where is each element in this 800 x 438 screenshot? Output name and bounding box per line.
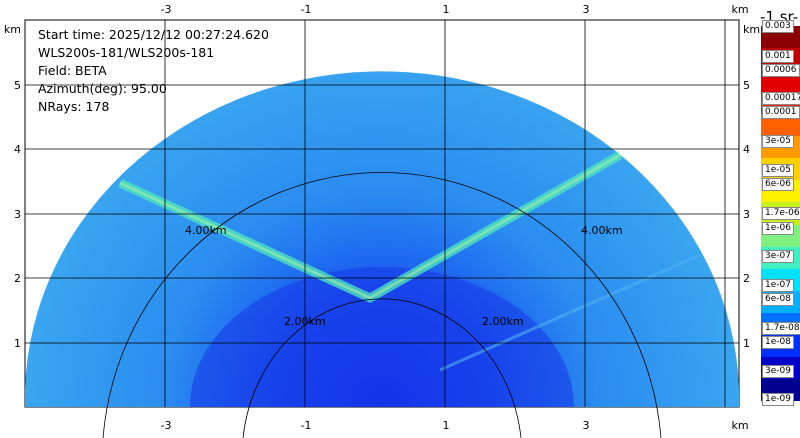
ring-label-4km-right: 4.00km — [581, 224, 623, 237]
colorbar: 0.003 0.001 0.0006 0.00017 0.0001 3e-05 1e-05 6… — [761, 20, 800, 406]
y-tick-right: 2 — [743, 272, 750, 285]
y-unit-right: km — [743, 23, 760, 36]
colorbar-label: 1.7e-08 — [762, 322, 800, 335]
y-tick-left: 1 — [14, 337, 21, 350]
x-tick-top: 1 — [443, 3, 450, 16]
x-tick-top: -1 — [301, 3, 312, 16]
x-tick-bottom: -3 — [161, 419, 172, 432]
colorbar-label: 1e-07 — [762, 279, 794, 292]
colorbar-label: 0.001 — [762, 50, 794, 63]
scan-info: Start time: 2025/12/12 00:27:24.620 WLS2… — [38, 26, 269, 116]
ring-label-4km-left: 4.00km — [185, 224, 227, 237]
colorbar-label: 6e-06 — [762, 178, 794, 191]
y-tick-right: 4 — [743, 143, 750, 156]
start-time-text: Start time: 2025/12/12 00:27:24.620 — [38, 27, 269, 42]
colorbar-label: 3e-07 — [762, 250, 794, 263]
colorbar-segment — [761, 114, 800, 137]
instrument-text: WLS200s-181/WLS200s-181 — [38, 45, 215, 60]
azimuth-text: Azimuth(deg): 95.00 — [38, 81, 167, 96]
grid-lines — [25, 20, 739, 407]
y-tick-right: 3 — [743, 208, 750, 221]
x-tick-bottom: -1 — [301, 419, 312, 432]
x-tick-top: -3 — [161, 3, 172, 16]
colorbar-label: 1e-05 — [762, 164, 794, 177]
colorbar-top-label: 0.003 — [762, 20, 794, 33]
field-text: Field: BETA — [38, 63, 107, 78]
x-tick-top: 3 — [583, 3, 590, 16]
colorbar-label: 0.0006 — [762, 64, 800, 77]
ring-label-2km-left: 2.00km — [284, 315, 326, 328]
y-tick-left: 3 — [14, 208, 21, 221]
x-unit-bottom: km — [731, 419, 748, 432]
ring-label-2km-right: 2.00km — [482, 315, 524, 328]
colorbar-label: 3e-09 — [762, 365, 794, 378]
nrays-text: NRays: 178 — [38, 99, 110, 114]
colorbar-label: 0.00017 — [762, 92, 800, 105]
y-tick-right: 1 — [743, 337, 750, 350]
x-tick-bottom: 3 — [583, 419, 590, 432]
y-tick-left: 4 — [14, 143, 21, 156]
radar-near-zone — [190, 267, 574, 407]
colorbar-label: 1.7e-06 — [762, 207, 800, 220]
colorbar-label: 6e-08 — [762, 293, 794, 306]
colorbar-label: 1e-08 — [762, 336, 794, 349]
colorbar-label: 3e-05 — [762, 135, 794, 148]
x-tick-bottom: 1 — [443, 419, 450, 432]
y-tick-left: 2 — [14, 272, 21, 285]
y-tick-right: 5 — [743, 79, 750, 92]
y-tick-left: 5 — [14, 79, 21, 92]
radar-fan — [25, 71, 739, 407]
colorbar-label: 0.0001 — [762, 106, 800, 119]
y-unit-left: km — [4, 23, 21, 36]
colorbar-label: 1e-06 — [762, 222, 794, 235]
x-unit-top: km — [731, 3, 748, 16]
range-rings — [102, 172, 662, 438]
colorbar-label: 1e-09 — [762, 393, 794, 406]
